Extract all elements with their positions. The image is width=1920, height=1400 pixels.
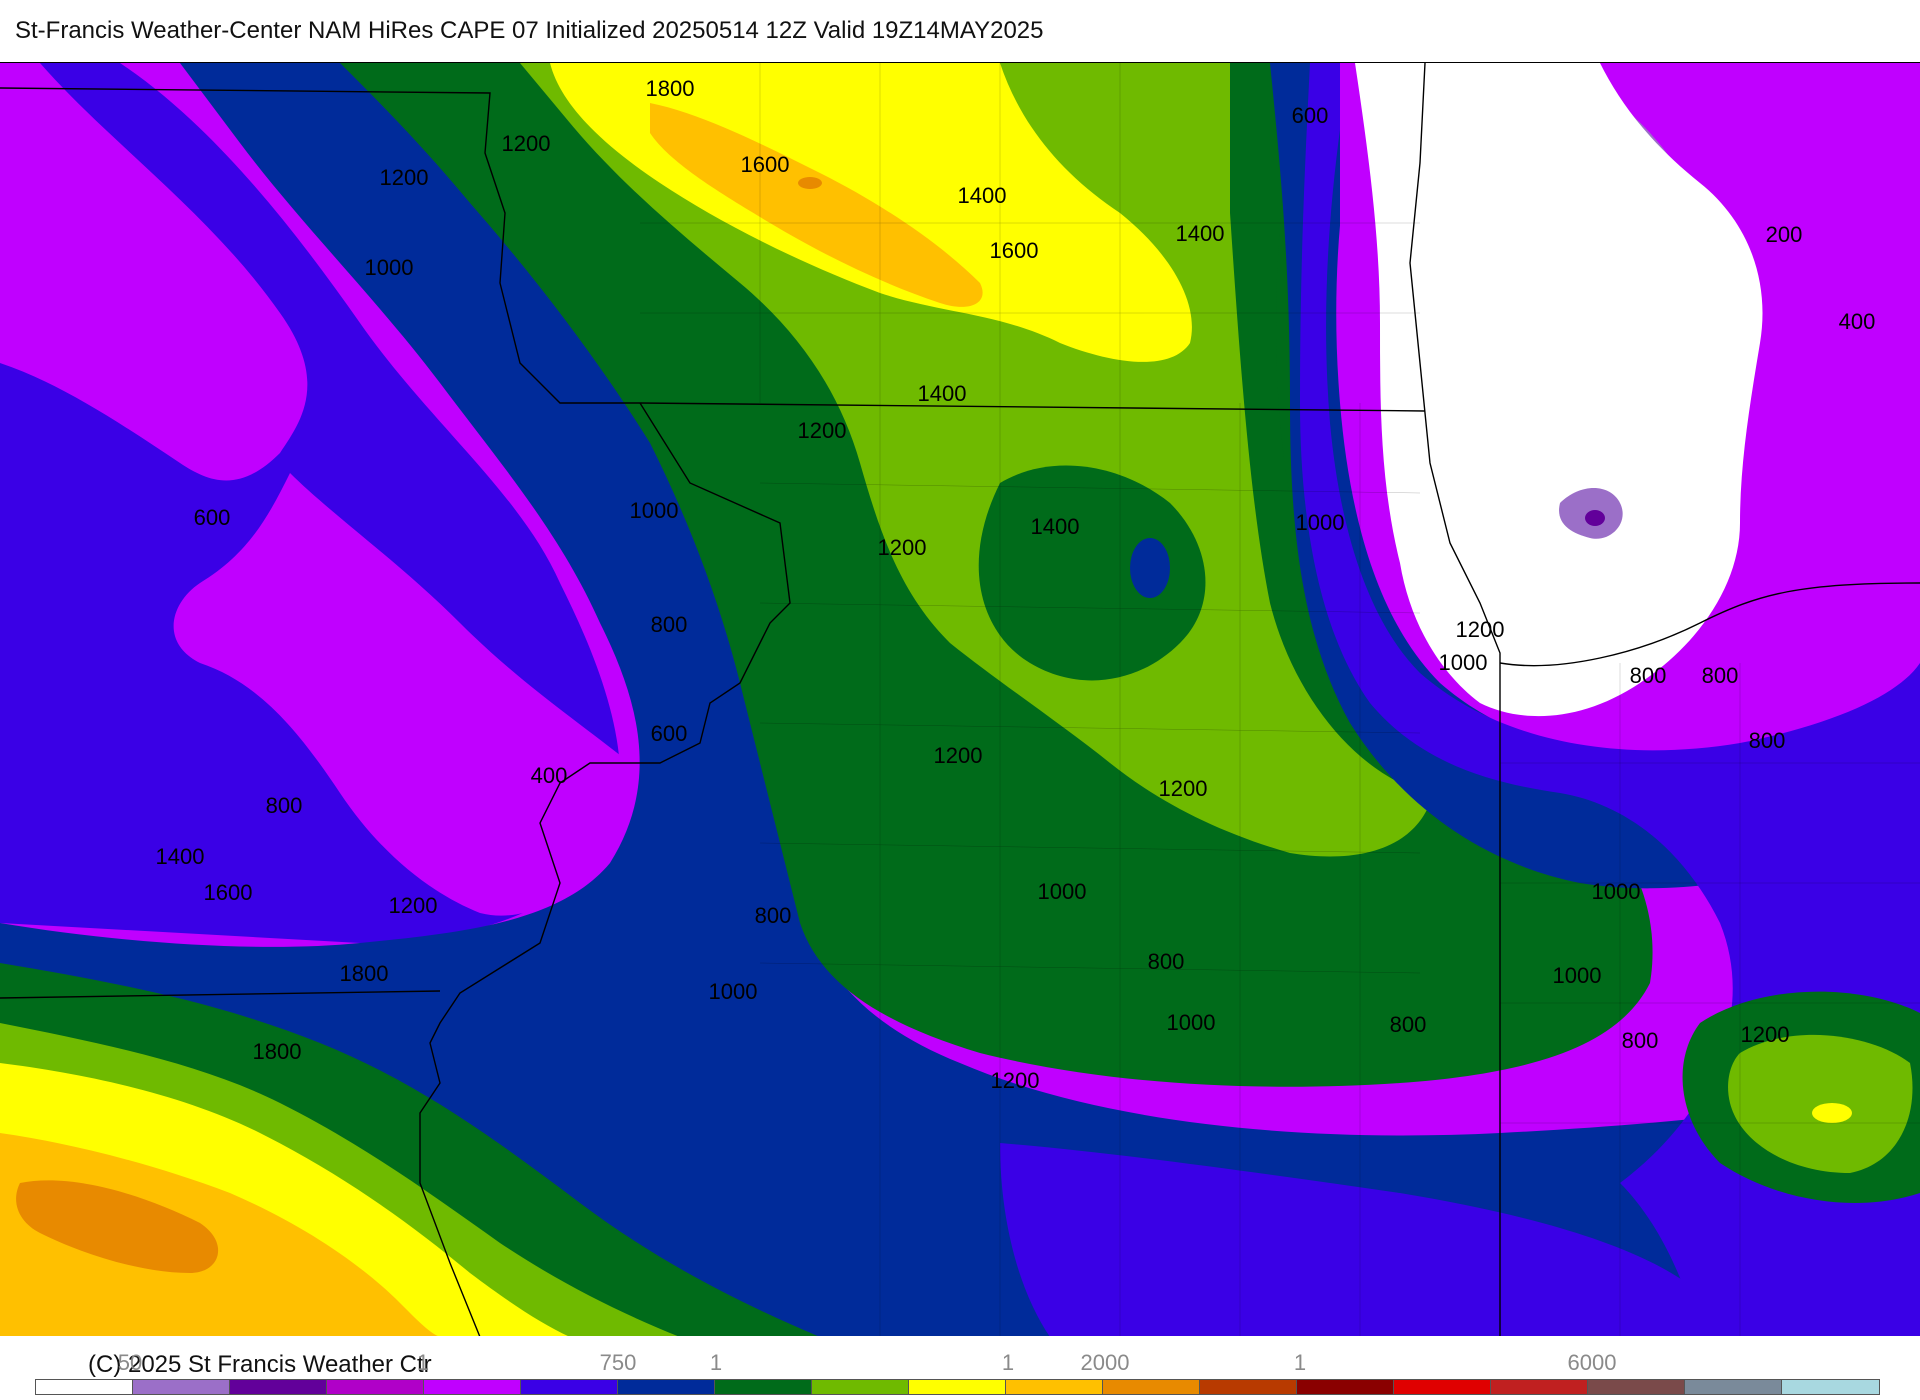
cape-band-green-east bbox=[1230, 63, 1520, 798]
contour-label: 400 bbox=[1839, 309, 1876, 334]
contour-label: 1000 bbox=[1167, 1010, 1216, 1035]
contour-label: 400 bbox=[531, 763, 568, 788]
contour-label: 1400 bbox=[918, 381, 967, 406]
contour-label: 1400 bbox=[1176, 221, 1225, 246]
color-legend-swatch bbox=[327, 1380, 424, 1394]
contour-label: 1000 bbox=[1439, 650, 1488, 675]
color-legend-swatch bbox=[812, 1380, 909, 1394]
color-legend-swatch bbox=[1685, 1380, 1782, 1394]
colorbar-tick-label: 2000 bbox=[1080, 1350, 1130, 1375]
cape-band-yellow-southeast bbox=[1812, 1103, 1852, 1123]
contour-label: 1200 bbox=[1159, 776, 1208, 801]
contour-label: 800 bbox=[1749, 728, 1786, 753]
state-boundaries bbox=[0, 63, 1920, 1337]
colorbar-tick-label: 1 bbox=[1293, 1350, 1307, 1375]
color-legend-swatch bbox=[1297, 1380, 1394, 1394]
map-title: St-Francis Weather-Center NAM HiRes CAPE… bbox=[15, 17, 1044, 44]
color-legend-swatch bbox=[1491, 1380, 1588, 1394]
cape-band-darkorange-north bbox=[798, 177, 822, 189]
colorbar-tick-label: 750 bbox=[599, 1350, 637, 1375]
contour-label: 1200 bbox=[380, 165, 429, 190]
county-lines bbox=[640, 63, 1920, 1337]
contour-label: 800 bbox=[1702, 663, 1739, 688]
color-legend-swatch bbox=[1103, 1380, 1200, 1394]
color-legend-swatch bbox=[1394, 1380, 1491, 1394]
header-bar: St-Francis Weather-Center NAM HiRes CAPE… bbox=[0, 0, 1920, 62]
cape-band-magenta-tongue bbox=[173, 473, 645, 916]
contour-label: 1400 bbox=[156, 844, 205, 869]
map-canvas: 1800 1600 1400 1600 1400 600 1200 1200 1… bbox=[0, 63, 1920, 1337]
cape-map: 1800 1600 1400 1600 1400 600 1200 1200 1… bbox=[0, 62, 1920, 1338]
lake-no-data bbox=[1355, 63, 1763, 717]
color-legend-swatch bbox=[36, 1380, 133, 1394]
copyright-text: (C) 2025 St Francis Weather Ctr bbox=[88, 1351, 432, 1378]
cape-band-green-pocket bbox=[978, 465, 1206, 681]
color-legend-swatch bbox=[715, 1380, 812, 1394]
color-legend-swatch bbox=[521, 1380, 618, 1394]
colorbar-tick-label: 1 bbox=[709, 1350, 723, 1375]
contour-label: 800 bbox=[651, 612, 688, 637]
contour-label: 1000 bbox=[1553, 963, 1602, 988]
contour-label: 1600 bbox=[204, 880, 253, 905]
contour-label: 1200 bbox=[991, 1068, 1040, 1093]
cape-band-navy-pocket bbox=[1130, 538, 1170, 598]
colorbar-tick-label: 6000 bbox=[1567, 1350, 1617, 1375]
contour-label: 1000 bbox=[1038, 879, 1087, 904]
contour-label: 1200 bbox=[1456, 617, 1505, 642]
color-legend-swatch bbox=[133, 1380, 230, 1394]
colorbar-tick-label: 1 bbox=[1001, 1350, 1015, 1375]
contour-label: 800 bbox=[1390, 1012, 1427, 1037]
cape-band-magenta-west bbox=[0, 63, 308, 481]
color-legend-swatch bbox=[1006, 1380, 1103, 1394]
contour-label: 1000 bbox=[709, 979, 758, 1004]
contour-label: 1800 bbox=[253, 1039, 302, 1064]
color-legend-swatch bbox=[1200, 1380, 1297, 1394]
contour-label: 1200 bbox=[389, 893, 438, 918]
contour-label: 1600 bbox=[741, 152, 790, 177]
contour-label: 1000 bbox=[630, 498, 679, 523]
contour-label: 800 bbox=[755, 903, 792, 928]
cape-band-darkorange-southwest bbox=[16, 1180, 219, 1273]
contour-label: 1800 bbox=[340, 961, 389, 986]
contour-label: 600 bbox=[194, 505, 231, 530]
colorbar-tick-label: 1 bbox=[416, 1350, 430, 1375]
color-legend-swatch bbox=[230, 1380, 327, 1394]
contour-label: 1800 bbox=[646, 76, 695, 101]
contour-label: 1000 bbox=[1296, 510, 1345, 535]
cape-band-orange-north bbox=[650, 103, 983, 307]
contour-label: 600 bbox=[651, 721, 688, 746]
contour-label: 1200 bbox=[502, 131, 551, 156]
contour-labels: 1800 1600 1400 1600 1400 600 1200 1200 1… bbox=[156, 76, 1876, 1093]
contour-label: 800 bbox=[1622, 1028, 1659, 1053]
color-legend-swatch bbox=[618, 1380, 715, 1394]
colorbar-tick-label: 50 bbox=[117, 1350, 143, 1375]
contour-label: 1200 bbox=[934, 743, 983, 768]
contour-label: 800 bbox=[1148, 949, 1185, 974]
cape-band-lightgreen-southeast bbox=[1728, 1034, 1913, 1173]
contour-label: 1400 bbox=[1031, 514, 1080, 539]
color-legend-bar bbox=[35, 1379, 1880, 1395]
contour-label: 800 bbox=[266, 793, 303, 818]
cape-band-navy-central bbox=[0, 63, 1920, 1337]
color-legend-swatch bbox=[909, 1380, 1006, 1394]
cape-band-darkpurple-lake-blob bbox=[1585, 510, 1605, 526]
contour-label: 1600 bbox=[990, 238, 1039, 263]
cape-band-orange-southwest bbox=[0, 1133, 440, 1337]
contour-label: 800 bbox=[1630, 663, 1667, 688]
cape-band-lightgreen-central bbox=[520, 63, 1432, 857]
contour-label: 1200 bbox=[878, 535, 927, 560]
contour-label: 600 bbox=[1292, 103, 1329, 128]
color-legend-swatch bbox=[424, 1380, 521, 1394]
contour-label: 1000 bbox=[365, 255, 414, 280]
contour-label: 1000 bbox=[1592, 879, 1641, 904]
contour-label: 1200 bbox=[798, 418, 847, 443]
color-legend-swatch bbox=[1588, 1380, 1685, 1394]
contour-label: 1400 bbox=[958, 183, 1007, 208]
cape-band-navy-lake bbox=[1270, 63, 1920, 889]
contour-label: 200 bbox=[1766, 222, 1803, 247]
footer-bar: (C) 2025 St Francis Weather Ctr 50 1 750… bbox=[0, 1336, 1920, 1400]
cape-band-blue-south bbox=[1000, 1143, 1700, 1337]
color-legend-swatch bbox=[1782, 1380, 1879, 1394]
contour-label: 1200 bbox=[1741, 1022, 1790, 1047]
